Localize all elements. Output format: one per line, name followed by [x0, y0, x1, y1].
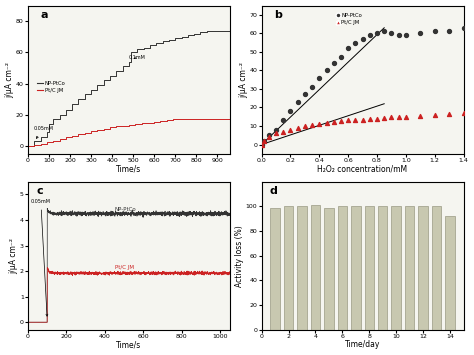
Point	[261, 138, 268, 144]
Point	[373, 31, 381, 36]
Point	[294, 125, 301, 131]
Bar	[324, 208, 334, 330]
Point	[316, 75, 323, 81]
Bar	[378, 206, 387, 330]
Bar	[446, 216, 455, 330]
Point	[272, 127, 280, 132]
Point	[272, 131, 280, 136]
Point	[344, 118, 352, 123]
Bar	[297, 206, 307, 330]
Point	[366, 32, 374, 38]
X-axis label: Time/s: Time/s	[116, 340, 142, 349]
X-axis label: Time/s: Time/s	[116, 164, 142, 173]
Point	[323, 67, 330, 73]
Point	[301, 92, 309, 97]
Y-axis label: Activity loss (%): Activity loss (%)	[236, 225, 245, 286]
Point	[265, 132, 273, 138]
Bar	[351, 206, 361, 330]
Point	[337, 119, 345, 124]
Point	[417, 113, 424, 119]
Point	[460, 25, 467, 31]
Text: a: a	[40, 10, 47, 20]
Point	[280, 129, 287, 135]
Point	[445, 111, 453, 117]
Text: 0.1mM: 0.1mM	[129, 55, 146, 60]
X-axis label: H₂O₂ concentration/mM: H₂O₂ concentration/mM	[318, 164, 408, 173]
Point	[402, 114, 410, 120]
Point	[381, 115, 388, 120]
Text: NP-PtCo: NP-PtCo	[115, 207, 136, 212]
Y-axis label: j/μA cm⁻²: j/μA cm⁻²	[9, 238, 18, 274]
Point	[417, 31, 424, 36]
Bar	[337, 206, 347, 330]
Text: b: b	[273, 10, 282, 20]
Text: Pt/C JM: Pt/C JM	[115, 264, 134, 269]
Point	[431, 29, 438, 34]
Point	[287, 108, 294, 114]
Point	[308, 122, 316, 128]
Text: d: d	[270, 186, 278, 196]
Point	[316, 121, 323, 127]
Point	[301, 123, 309, 129]
Point	[330, 60, 337, 66]
Point	[395, 32, 402, 38]
Point	[258, 142, 265, 147]
Text: c: c	[36, 186, 43, 196]
Bar	[365, 206, 374, 330]
Point	[258, 142, 265, 147]
Bar	[432, 206, 441, 330]
Bar	[405, 206, 414, 330]
Bar	[392, 206, 401, 330]
Point	[352, 40, 359, 45]
Point	[287, 127, 294, 132]
Point	[265, 134, 273, 140]
Point	[381, 29, 388, 34]
Legend: NP-PtCo, Pt/C JM: NP-PtCo, Pt/C JM	[35, 79, 68, 95]
Point	[308, 84, 316, 90]
Bar	[270, 208, 280, 330]
Bar	[419, 206, 428, 330]
Point	[323, 120, 330, 126]
Text: 0.05mM: 0.05mM	[33, 126, 53, 138]
Point	[402, 32, 410, 38]
Bar	[311, 205, 320, 330]
Legend: NP-PtCo, Pt/C JM: NP-PtCo, Pt/C JM	[335, 11, 364, 27]
Y-axis label: j/μA cm⁻²: j/μA cm⁻²	[239, 62, 248, 98]
Point	[373, 116, 381, 121]
Point	[280, 118, 287, 123]
Point	[330, 119, 337, 125]
Point	[352, 118, 359, 123]
Point	[359, 36, 366, 42]
X-axis label: Time/day: Time/day	[345, 340, 380, 349]
Point	[460, 110, 467, 116]
Point	[388, 114, 395, 120]
Point	[344, 45, 352, 51]
Y-axis label: j/μA cm⁻²: j/μA cm⁻²	[6, 62, 15, 98]
Point	[431, 112, 438, 118]
Bar	[284, 206, 293, 330]
Point	[294, 99, 301, 105]
Point	[395, 114, 402, 120]
Point	[261, 138, 268, 144]
Point	[337, 55, 345, 60]
Point	[388, 31, 395, 36]
Text: 0.05mM: 0.05mM	[31, 200, 51, 316]
Point	[359, 117, 366, 122]
Point	[366, 116, 374, 121]
Point	[445, 29, 453, 34]
